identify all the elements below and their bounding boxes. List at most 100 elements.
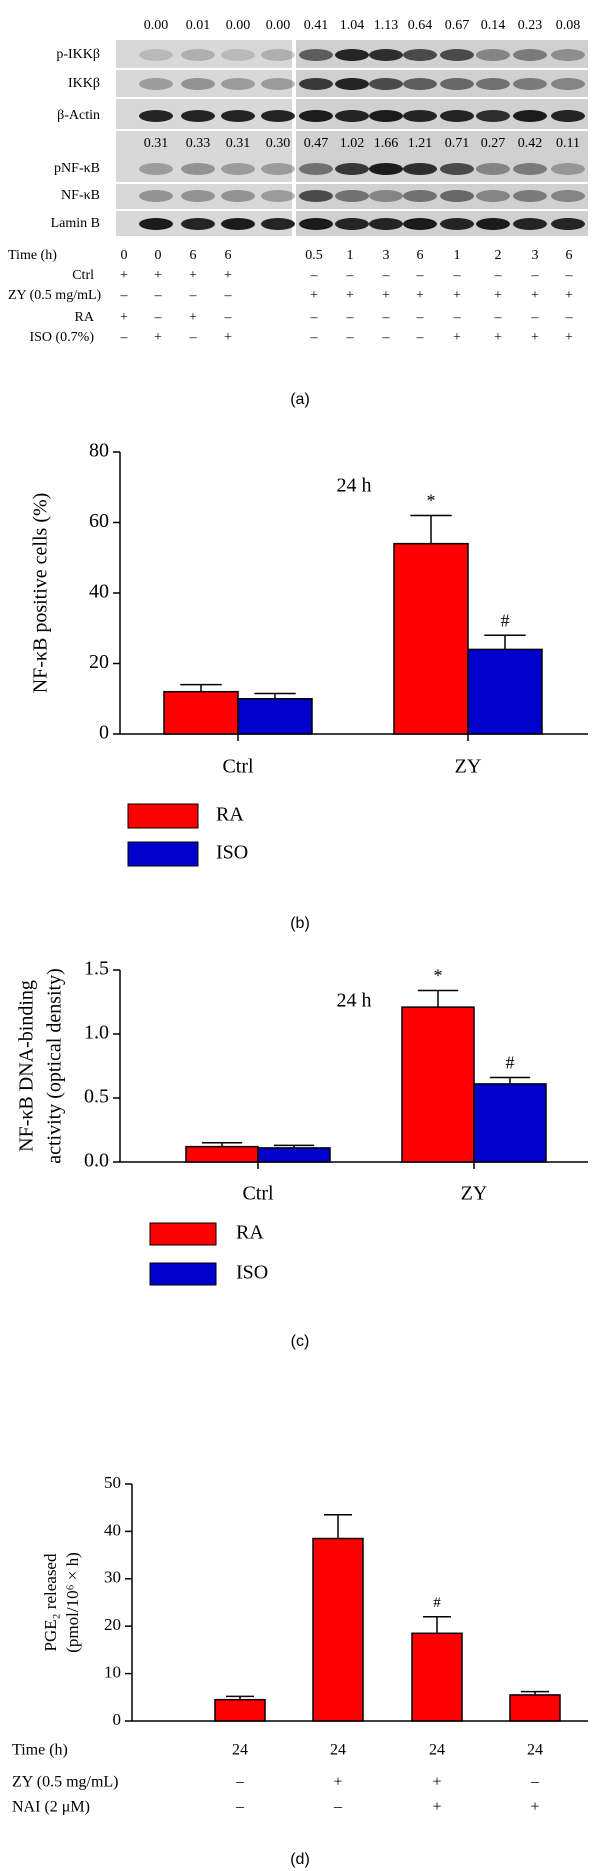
- density-value: 0.27: [481, 136, 506, 151]
- x-tick-label: ZY: [455, 756, 482, 778]
- panel-caption: (b): [290, 915, 310, 932]
- condition-cell: 3: [383, 248, 390, 263]
- chart-title: 24 h: [337, 475, 372, 497]
- condition-cell: +: [224, 268, 232, 283]
- condition-cell: +: [120, 268, 128, 283]
- y-tick-label: 40: [104, 1520, 121, 1539]
- blot-row-label: Lamin B: [51, 216, 100, 231]
- error-bar: [484, 634, 526, 650]
- density-value: 0.00: [226, 18, 251, 33]
- annotation: #: [433, 1595, 441, 1611]
- bar: [237, 698, 313, 735]
- blot-row-sep: [116, 129, 588, 131]
- band: [440, 218, 474, 230]
- band: [261, 218, 295, 230]
- band: [476, 163, 510, 175]
- condition-cell: 6: [190, 248, 197, 263]
- band: [221, 163, 255, 175]
- condition-cell: –: [120, 288, 129, 303]
- band: [551, 190, 585, 202]
- y-tick-label: 40: [89, 581, 109, 603]
- blot-row-label: β-Actin: [57, 108, 100, 123]
- band: [181, 110, 215, 122]
- band: [369, 110, 403, 122]
- band: [403, 78, 437, 90]
- band: [476, 218, 510, 230]
- band: [299, 78, 333, 90]
- y-tick-label: 1.5: [84, 958, 109, 980]
- band: [440, 190, 474, 202]
- condition-cell: +: [333, 1774, 342, 1791]
- condition-cell: 24: [527, 1742, 543, 1759]
- condition-cell: 6: [566, 248, 573, 263]
- band: [476, 110, 510, 122]
- band: [369, 190, 403, 202]
- band: [551, 78, 585, 90]
- y-axis-label: activity (optical density): [44, 968, 66, 1164]
- condition-cell: +: [565, 330, 573, 345]
- condition-cell: 3: [532, 248, 539, 263]
- condition-label: ISO (0.7%): [29, 330, 94, 345]
- blot-row-sep: [116, 209, 588, 211]
- band: [335, 78, 369, 90]
- bar: [393, 542, 469, 735]
- condition-cell: +: [382, 288, 390, 303]
- band: [139, 78, 173, 90]
- band: [299, 163, 333, 175]
- band: [181, 163, 215, 175]
- band: [261, 190, 295, 202]
- band: [299, 190, 333, 202]
- band: [440, 163, 474, 175]
- blot-row-label: p-IKKβ: [56, 47, 100, 62]
- band: [513, 218, 547, 230]
- y-tick-label: 30: [104, 1568, 121, 1587]
- band: [299, 110, 333, 122]
- condition-cell: –: [346, 310, 355, 325]
- band: [181, 218, 215, 230]
- bar: [467, 648, 543, 735]
- band: [476, 78, 510, 90]
- condition-cell: 2: [495, 248, 502, 263]
- condition-cell: –: [189, 330, 198, 345]
- band: [335, 190, 369, 202]
- band: [221, 190, 255, 202]
- condition-cell: +: [310, 288, 318, 303]
- error-bar: [180, 683, 222, 692]
- condition-cell: –: [333, 1799, 343, 1816]
- condition-label: ZY (0.5 mg/mL): [8, 288, 102, 303]
- x-tick-label: Ctrl: [242, 1183, 274, 1205]
- band: [513, 78, 547, 90]
- condition-cell: –: [416, 310, 425, 325]
- y-tick-label: 0: [99, 722, 109, 744]
- condition-label: Time (h): [8, 248, 57, 263]
- condition-cell: –: [346, 330, 355, 345]
- condition-cell: –: [154, 288, 163, 303]
- condition-cell: 24: [429, 1742, 445, 1759]
- legend-label: RA: [216, 804, 244, 826]
- bar: [257, 1147, 331, 1163]
- bar: [411, 1632, 463, 1722]
- band: [139, 110, 173, 122]
- density-value: 1.04: [340, 18, 365, 33]
- band: [299, 218, 333, 230]
- condition-cell: +: [154, 268, 162, 283]
- band: [440, 49, 474, 61]
- condition-cell: –: [310, 310, 319, 325]
- bar: [401, 1006, 475, 1163]
- condition-cell: +: [531, 288, 539, 303]
- error-bar: [226, 1695, 254, 1700]
- annotation: *: [434, 966, 443, 986]
- error-bar: [254, 692, 296, 699]
- band: [369, 218, 403, 230]
- band: [139, 163, 173, 175]
- chart-title: 24 h: [337, 990, 372, 1012]
- condition-cell: –: [382, 310, 391, 325]
- band: [139, 218, 173, 230]
- blot-row-sep: [116, 68, 588, 70]
- density-value: 0.00: [266, 18, 291, 33]
- y-tick-label: 0: [113, 1710, 122, 1729]
- density-value: 0.42: [518, 136, 543, 151]
- bar: [185, 1145, 259, 1163]
- condition-cell: +: [224, 330, 232, 345]
- condition-cell: +: [565, 288, 573, 303]
